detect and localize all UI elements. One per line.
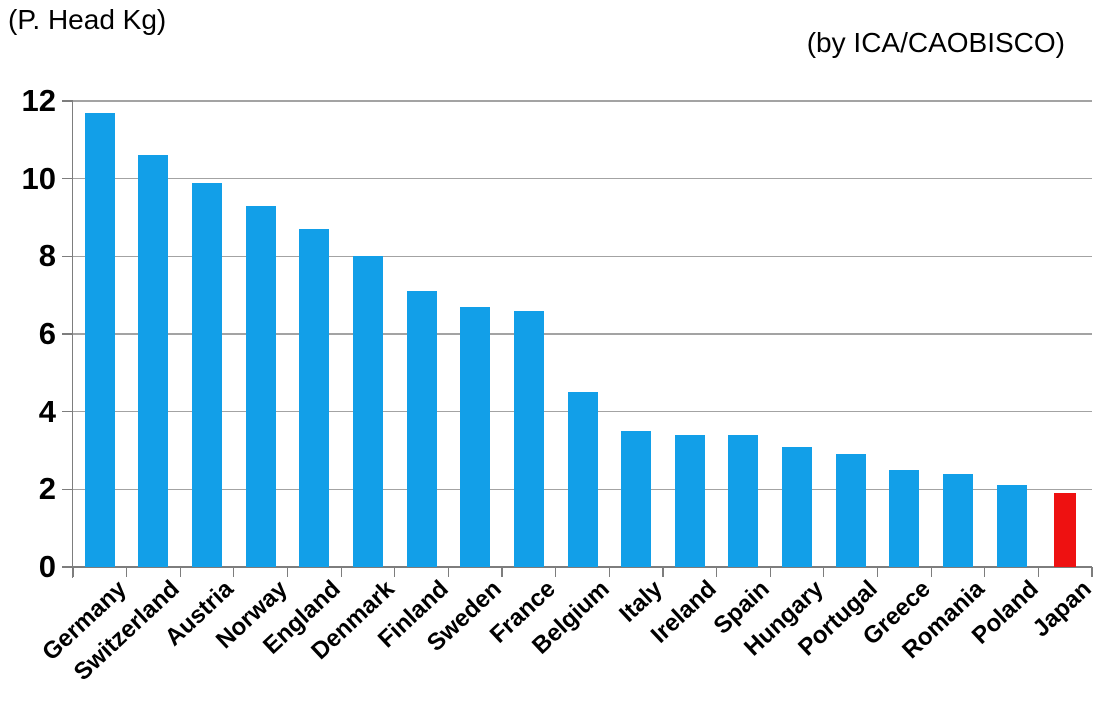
x-axis-tick [555, 567, 557, 577]
x-axis-tick [876, 567, 879, 577]
bar-belgium [567, 392, 598, 567]
x-axis-line [71, 566, 1092, 568]
y-axis-tick [62, 488, 73, 490]
x-axis-tick [715, 567, 718, 577]
x-axis-tick [823, 567, 825, 577]
y-axis-line [71, 101, 73, 578]
source-attribution-label: (by ICA/CAOBISCO) [806, 27, 1065, 58]
bar-poland [996, 485, 1027, 567]
y-axis-unit-label: (P. Head Kg) [8, 4, 167, 35]
gridline [73, 100, 1092, 102]
y-axis-tick [62, 255, 73, 257]
x-axis-tick [608, 567, 610, 577]
y-axis-tick-label: 10 [21, 160, 56, 196]
gridline [73, 178, 1092, 180]
y-axis-tick [62, 566, 73, 568]
bar-ireland [674, 434, 705, 567]
x-axis-tick [179, 567, 181, 577]
bar-hungary [782, 446, 813, 567]
y-axis-tick [62, 178, 73, 180]
bar-romania [942, 473, 973, 567]
bar-italy [621, 431, 652, 567]
x-axis-tick [984, 567, 986, 577]
x-axis-tick [1037, 567, 1039, 577]
bar-switzerland [138, 155, 169, 567]
x-axis-tick [72, 567, 74, 577]
y-axis-tick [62, 411, 73, 413]
x-axis-tick [126, 567, 128, 577]
x-axis-tick [501, 567, 503, 577]
bar-portugal [835, 454, 866, 567]
bar-germany [84, 112, 115, 567]
x-axis-tick [1091, 567, 1093, 577]
bar-finland [406, 291, 437, 567]
bar-greece [889, 469, 920, 567]
y-axis-tick [62, 100, 73, 102]
gridline [73, 333, 1092, 335]
y-axis-tick-label: 6 [38, 316, 56, 351]
y-axis-tick-label: 12 [21, 83, 56, 118]
x-axis-tick [930, 567, 932, 577]
bar-england [299, 229, 330, 567]
gridline [73, 255, 1092, 257]
y-axis-tick-label: 4 [38, 393, 56, 429]
bar-france [513, 310, 544, 567]
y-axis-tick-label: 2 [38, 471, 56, 507]
x-axis-tick [447, 567, 449, 577]
bar-japan [1054, 493, 1077, 567]
y-axis-tick [62, 333, 73, 335]
y-axis-tick-label: 0 [38, 549, 56, 584]
x-axis-tick [233, 567, 235, 577]
bar-sweden [460, 306, 491, 567]
x-axis-tick [769, 567, 771, 577]
bar-norway [245, 205, 276, 567]
x-axis-tick [394, 567, 396, 577]
x-axis-tick [286, 567, 289, 577]
bar-austria [192, 182, 223, 567]
bar-denmark [352, 256, 383, 567]
bar-spain [728, 434, 759, 567]
y-axis-tick-label: 8 [38, 238, 56, 274]
x-axis-tick [662, 567, 664, 577]
x-axis-tick [340, 567, 342, 577]
